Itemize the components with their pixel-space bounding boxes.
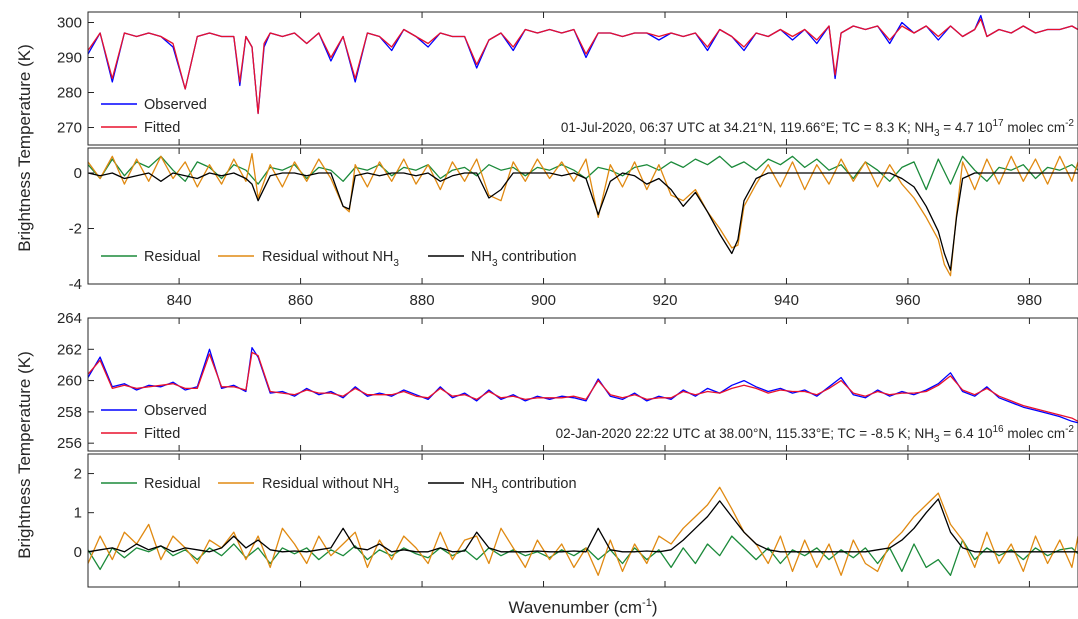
y-tick-label: -4 [69, 276, 82, 293]
y-tick-label: 290 [57, 50, 82, 67]
x-tick-label: 920 [652, 292, 677, 309]
x-tick-label: 860 [288, 292, 313, 309]
legend-label-residual: Residual [144, 249, 200, 265]
series-fitted [88, 351, 1078, 422]
x-axis-title-close: ) [652, 598, 658, 617]
y-tick-label: 0 [74, 544, 82, 561]
panel-top-spectrum-jan: 256 258 260 262 264 Observed Fitted 02-Jan-2020… [57, 310, 1078, 452]
series-group [88, 14, 1078, 115]
series-group [88, 486, 1078, 576]
legend-label-residual-without-nh3: Residual without NH3 [262, 249, 399, 269]
y-tick-label: 264 [57, 310, 82, 327]
legend-label-fitted: Fitted [144, 120, 180, 136]
x-tick-label: 880 [410, 292, 435, 309]
y-tick-label: 0 [74, 165, 82, 182]
axes-frame [87, 453, 1078, 588]
y-tick-label: 262 [57, 341, 82, 358]
panel-annotation: 02-Jan-2020 22:22 UTC at 38.00°N, 115.33… [556, 424, 1075, 445]
axes-frame [87, 317, 1078, 452]
x-tick-label: 900 [531, 292, 556, 309]
y-tick-label: 256 [57, 435, 82, 452]
panel-residual-jul: -4 -2 0 840 860 880 900 920 940 960 980 Residual Res… [69, 147, 1078, 309]
y-axis-title-top: Brightness Temperature (K) [15, 44, 34, 252]
x-tick-label: 980 [1017, 292, 1042, 309]
series-residual-without-nh3 [88, 486, 1078, 576]
x-tick-label: 940 [774, 292, 799, 309]
y-tick-label: 270 [57, 120, 82, 137]
y-axis-title-bottom: Brightness Temperature (K) [15, 351, 34, 559]
legend-label-observed: Observed [144, 403, 207, 419]
legend-label-observed: Observed [144, 97, 207, 113]
legend-label-fitted: Fitted [144, 426, 180, 442]
series-group [88, 152, 1078, 277]
x-axis-title-main: Wavenumber (cm [509, 598, 643, 617]
series-group [88, 347, 1078, 424]
legend-label-nh3-contribution: NH3 contribution [471, 249, 577, 269]
chart-panels: 270 280 290 300 Observed Fitted 01-Jul-2020, 0… [57, 11, 1078, 588]
panel-top-spectrum-jul: 270 280 290 300 Observed Fitted 01-Jul-2020, 0… [57, 11, 1078, 146]
panel-residual-jan: 0 1 2 Residual Residual without NH3 NH3 contr… [74, 453, 1078, 588]
series-observed [88, 14, 1078, 115]
y-tick-label: 260 [57, 373, 82, 390]
y-tick-label: 280 [57, 85, 82, 102]
series-observed [88, 347, 1078, 424]
legend-label-residual: Residual [144, 476, 200, 492]
y-tick-label: 258 [57, 404, 82, 421]
y-tick-label: 2 [74, 466, 82, 483]
series-nh3-contribution [88, 172, 1078, 271]
y-tick-label: 300 [57, 15, 82, 32]
axes-frame [87, 11, 1078, 146]
x-tick-label: 960 [895, 292, 920, 309]
series-nh3-contribution [88, 498, 1078, 553]
series-residual-without-nh3 [88, 152, 1078, 277]
axes-frame [87, 147, 1078, 285]
series-fitted [88, 18, 1078, 115]
series-residual [88, 155, 1078, 191]
legend-label-residual-without-nh3: Residual without NH3 [262, 476, 399, 496]
series-residual [88, 535, 1078, 576]
panel-annotation: 01-Jul-2020, 06:37 UTC at 34.21°N, 119.6… [561, 118, 1075, 139]
x-axis-title: Wavenumber (cm-1) [509, 597, 658, 617]
legend-label-nh3-contribution: NH3 contribution [471, 476, 577, 496]
y-tick-label: 1 [74, 505, 82, 522]
y-tick-label: -2 [69, 220, 82, 237]
x-tick-label: 840 [167, 292, 192, 309]
x-axis-title-sup: -1 [642, 597, 652, 609]
